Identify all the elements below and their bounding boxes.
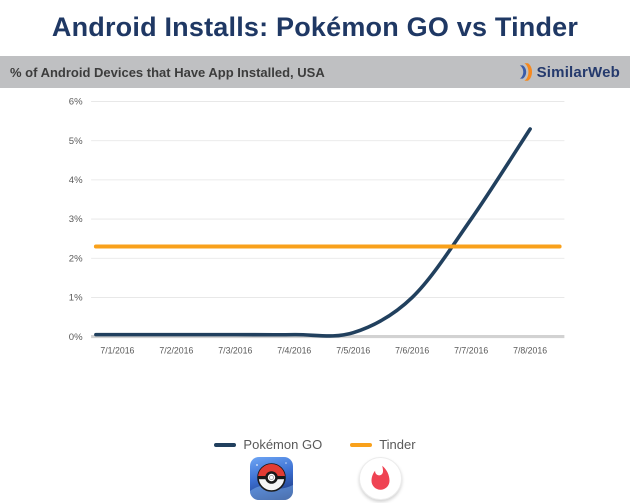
y-tick-label: 1%	[69, 293, 83, 304]
y-tick-label: 3%	[69, 214, 83, 225]
chart-legend: Pokémon GO Tinder	[0, 437, 630, 452]
similarweb-logo-icon	[519, 63, 532, 81]
app-icons-row	[0, 457, 630, 501]
similarweb-wordmark: SimilarWeb	[536, 63, 620, 81]
y-tick-label: 2%	[69, 253, 83, 264]
similarweb-brand: SimilarWeb	[514, 62, 620, 82]
legend-item-pokemon-go: Pokémon GO	[214, 437, 322, 452]
x-tick-label: 7/8/2016	[513, 345, 547, 355]
x-tick-label: 7/2/2016	[159, 345, 193, 355]
pokemon-go-line-swatch	[214, 442, 237, 447]
y-tick-label: 5%	[69, 136, 83, 147]
x-tick-label: 7/7/2016	[454, 345, 488, 355]
y-tick-label: 0%	[69, 332, 83, 343]
legend-label-tinder: Tinder	[379, 437, 416, 452]
pokemon-go-app-icon	[250, 457, 293, 500]
x-tick-label: 7/5/2016	[336, 345, 370, 355]
tinder-line-swatch	[350, 442, 373, 447]
installs-line-chart: 0% 1% 2% 3% 4% 5% 6% 7/1/2016 7/2/2016 7/3/2016 7/…	[69, 97, 565, 355]
x-tick-label: 7/3/2016	[218, 345, 252, 355]
tinder-app-icon	[359, 457, 402, 500]
x-tick-label: 7/6/2016	[395, 345, 429, 355]
legend-item-tinder: Tinder	[350, 437, 416, 452]
legend-label-pokemon-go: Pokémon GO	[243, 437, 323, 452]
y-tick-label: 6%	[69, 97, 83, 108]
subtitle-text: % of Android Devices that Have App Insta…	[10, 64, 325, 80]
subtitle-banner: % of Android Devices that Have App Insta…	[0, 56, 630, 88]
pokeball-icon	[250, 462, 293, 500]
chart-title: Android Installs: Pokémon GO vs Tinder	[51, 12, 579, 42]
pokemon-go-line	[94, 127, 532, 338]
x-tick-label: 7/4/2016	[277, 345, 311, 355]
tinder-flame-icon	[371, 465, 390, 490]
x-tick-label: 7/1/2016	[100, 345, 134, 355]
y-tick-label: 4%	[69, 175, 83, 186]
